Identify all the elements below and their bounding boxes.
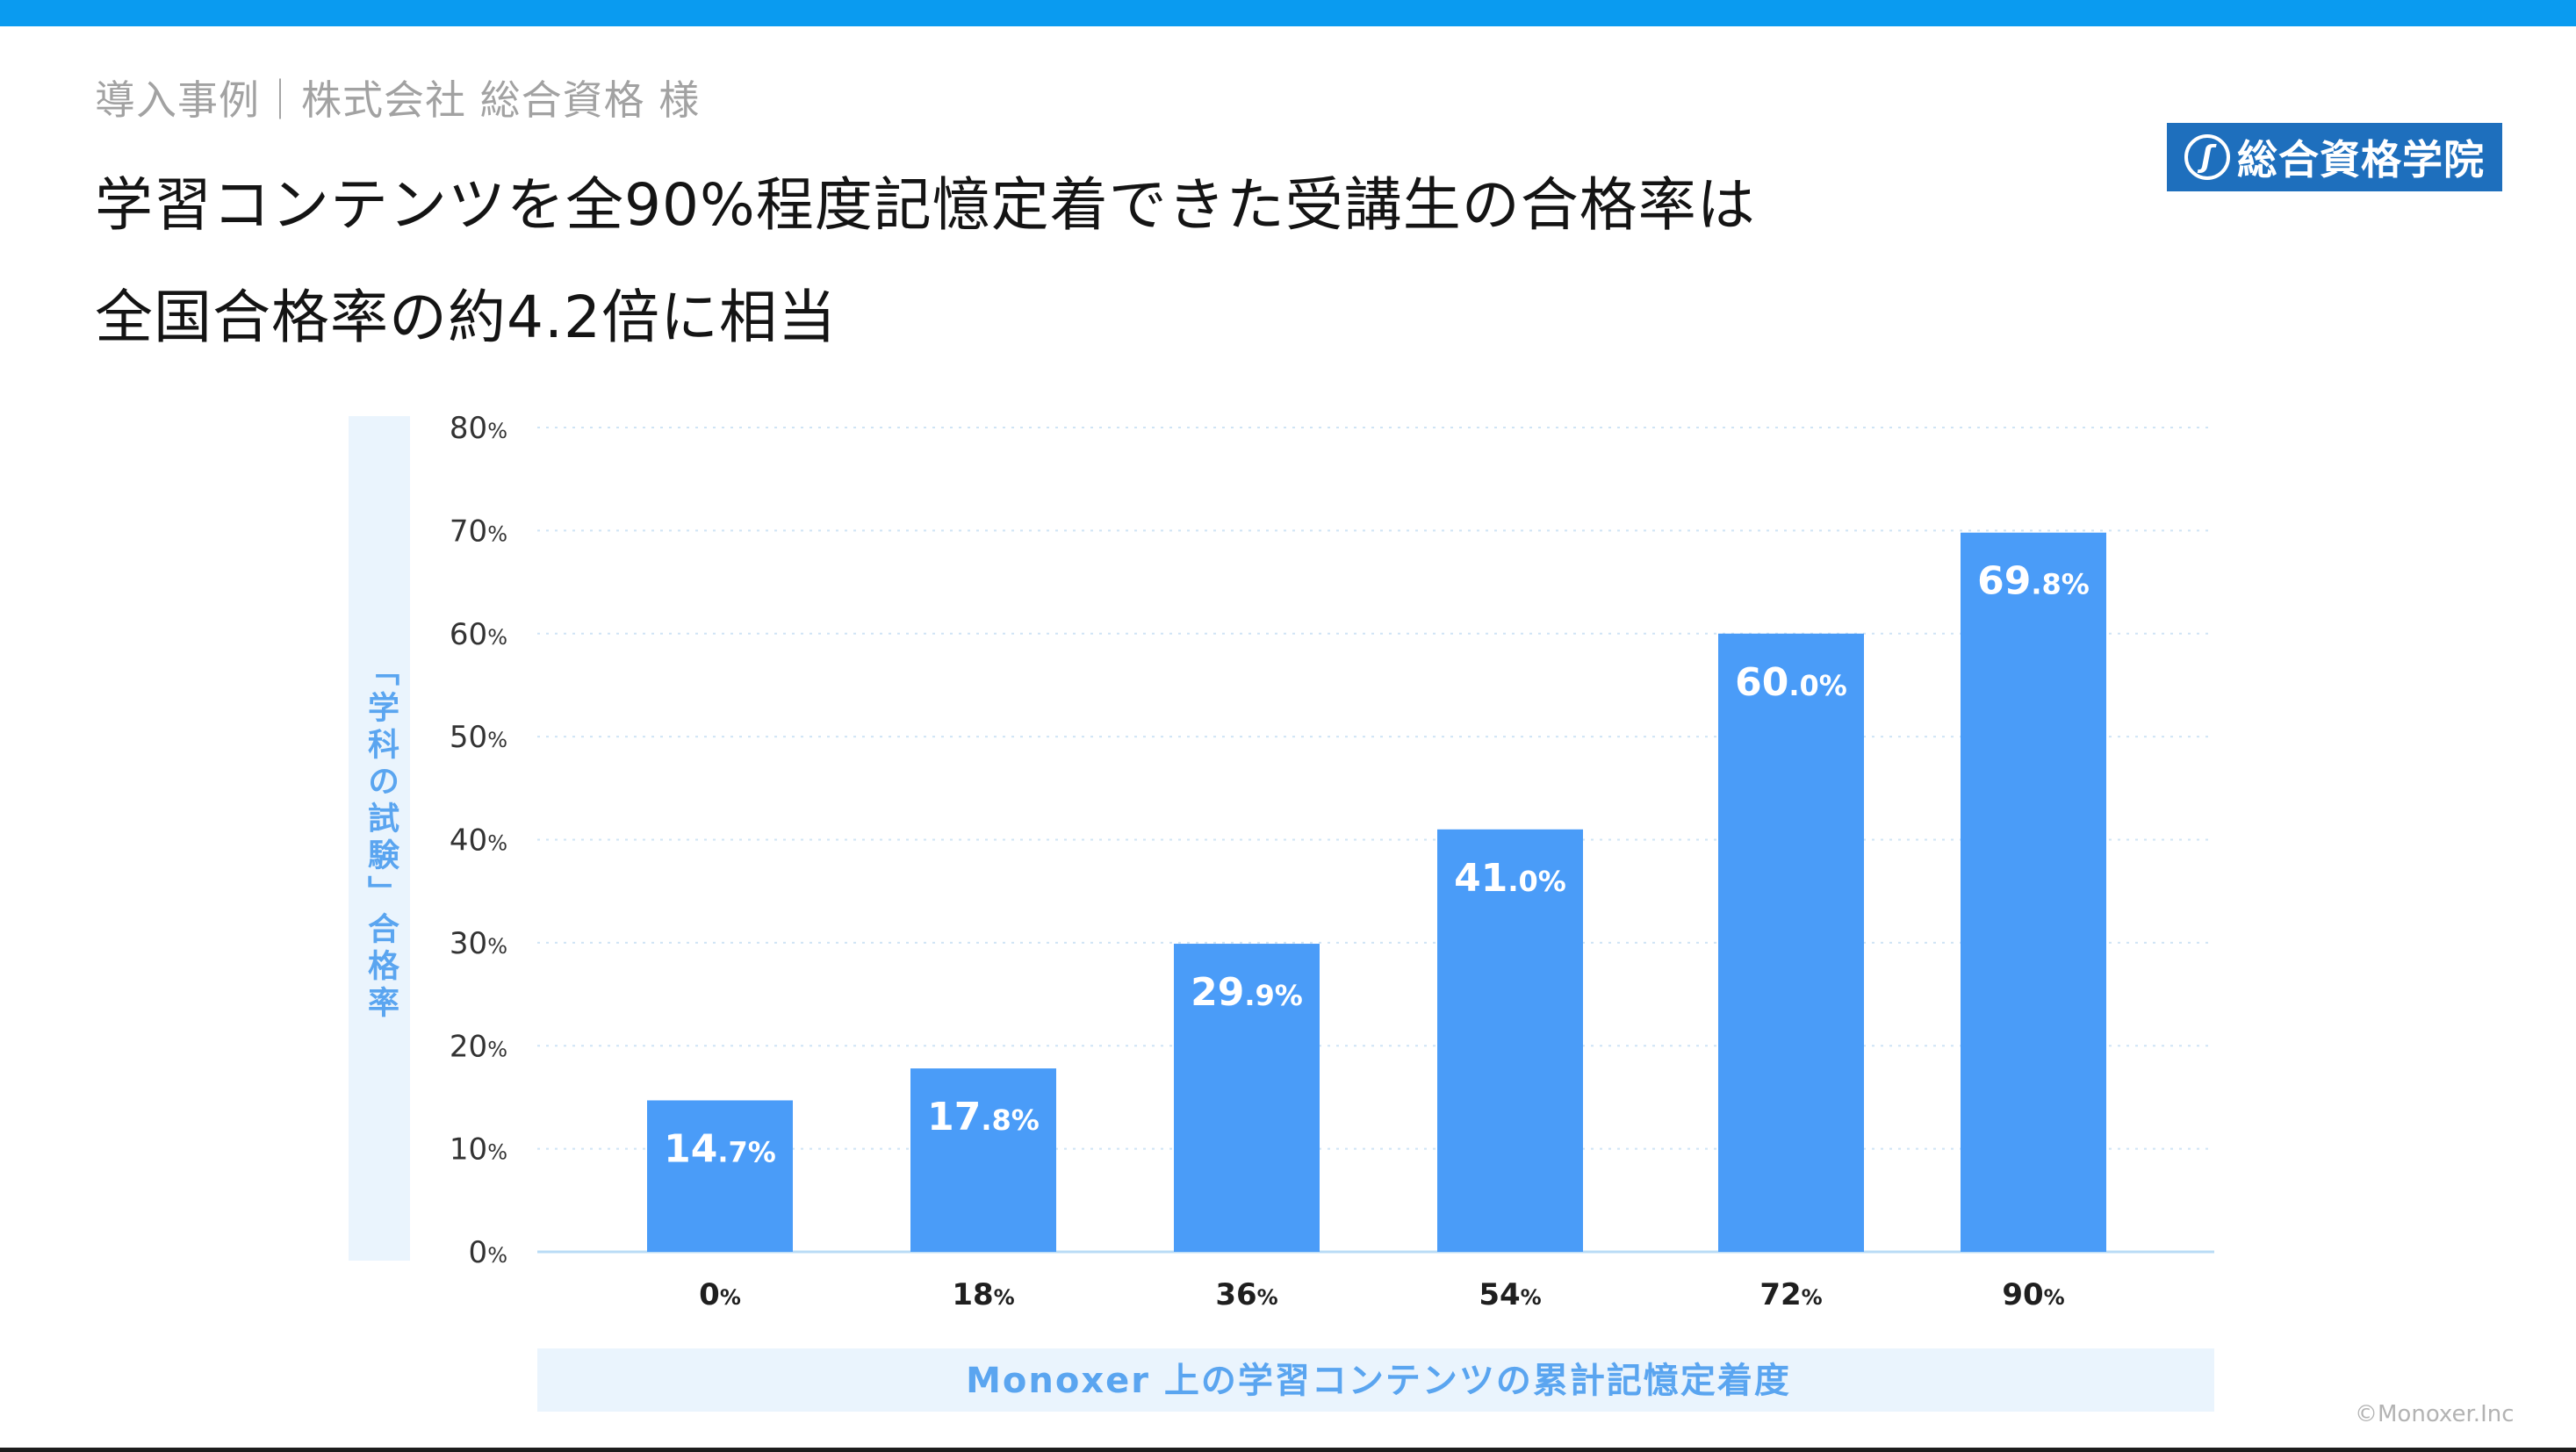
y-tick-label: 60%: [450, 617, 507, 652]
bar: [1437, 829, 1583, 1252]
bar: [1174, 944, 1320, 1252]
logo-text: 総合資格学院: [2237, 136, 2485, 183]
company-logo: ʃ 総合資格学院: [2167, 123, 2502, 191]
x-tick-label: 0%: [699, 1277, 741, 1312]
bar: [1718, 633, 1864, 1252]
y-tick-label: 20%: [450, 1029, 507, 1064]
bar: [647, 1100, 793, 1252]
bar: [910, 1068, 1056, 1252]
x-tick-label: 54%: [1479, 1277, 1541, 1312]
copyright-text: ©Monoxer.Inc: [2355, 1401, 2515, 1427]
y-tick-label: 0%: [469, 1235, 507, 1270]
bottom-border: [0, 1448, 2576, 1452]
y-tick-label: 50%: [450, 720, 507, 755]
bar-data-label: 29.9%: [1191, 970, 1303, 1015]
bar-data-label: 14.7%: [664, 1126, 776, 1171]
breadcrumb: 導入事例｜株式会社 総合資格 様: [95, 76, 701, 124]
y-axis-label: 「学科の試験」合格率: [363, 654, 399, 1023]
x-tick-label: 36%: [1215, 1277, 1277, 1312]
y-tick-label: 10%: [450, 1132, 507, 1168]
bar-data-label: 41.0%: [1454, 856, 1566, 901]
x-axis-label-panel: [537, 1348, 2214, 1412]
y-tick-label: 30%: [450, 926, 507, 961]
bar-data-label: 69.8%: [1977, 559, 2090, 604]
bar: [1961, 532, 2106, 1252]
x-tick-label: 90%: [2002, 1277, 2064, 1312]
y-tick-label: 80%: [450, 411, 507, 446]
y-axis-label-panel: [349, 416, 410, 1261]
top-accent-bar: [0, 0, 2576, 26]
x-tick-label: 72%: [1759, 1277, 1822, 1312]
x-axis-label: Monoxer 上の学習コンテンツの累計記憶定着度: [966, 1361, 1791, 1401]
y-tick-label: 40%: [450, 823, 507, 859]
headline-line-1: 学習コンテンツを全90%程度記憶定着できた受講生の合格率は: [95, 171, 1756, 239]
bar-data-label: 17.8%: [927, 1095, 1040, 1139]
bar-data-label: 60.0%: [1735, 660, 1847, 705]
x-tick-label: 18%: [952, 1277, 1014, 1312]
logo-mark-icon: ʃ: [2184, 134, 2230, 180]
y-tick-label: 70%: [450, 514, 507, 549]
headline-line-2: 全国合格率の約4.2倍に相当: [95, 284, 837, 351]
